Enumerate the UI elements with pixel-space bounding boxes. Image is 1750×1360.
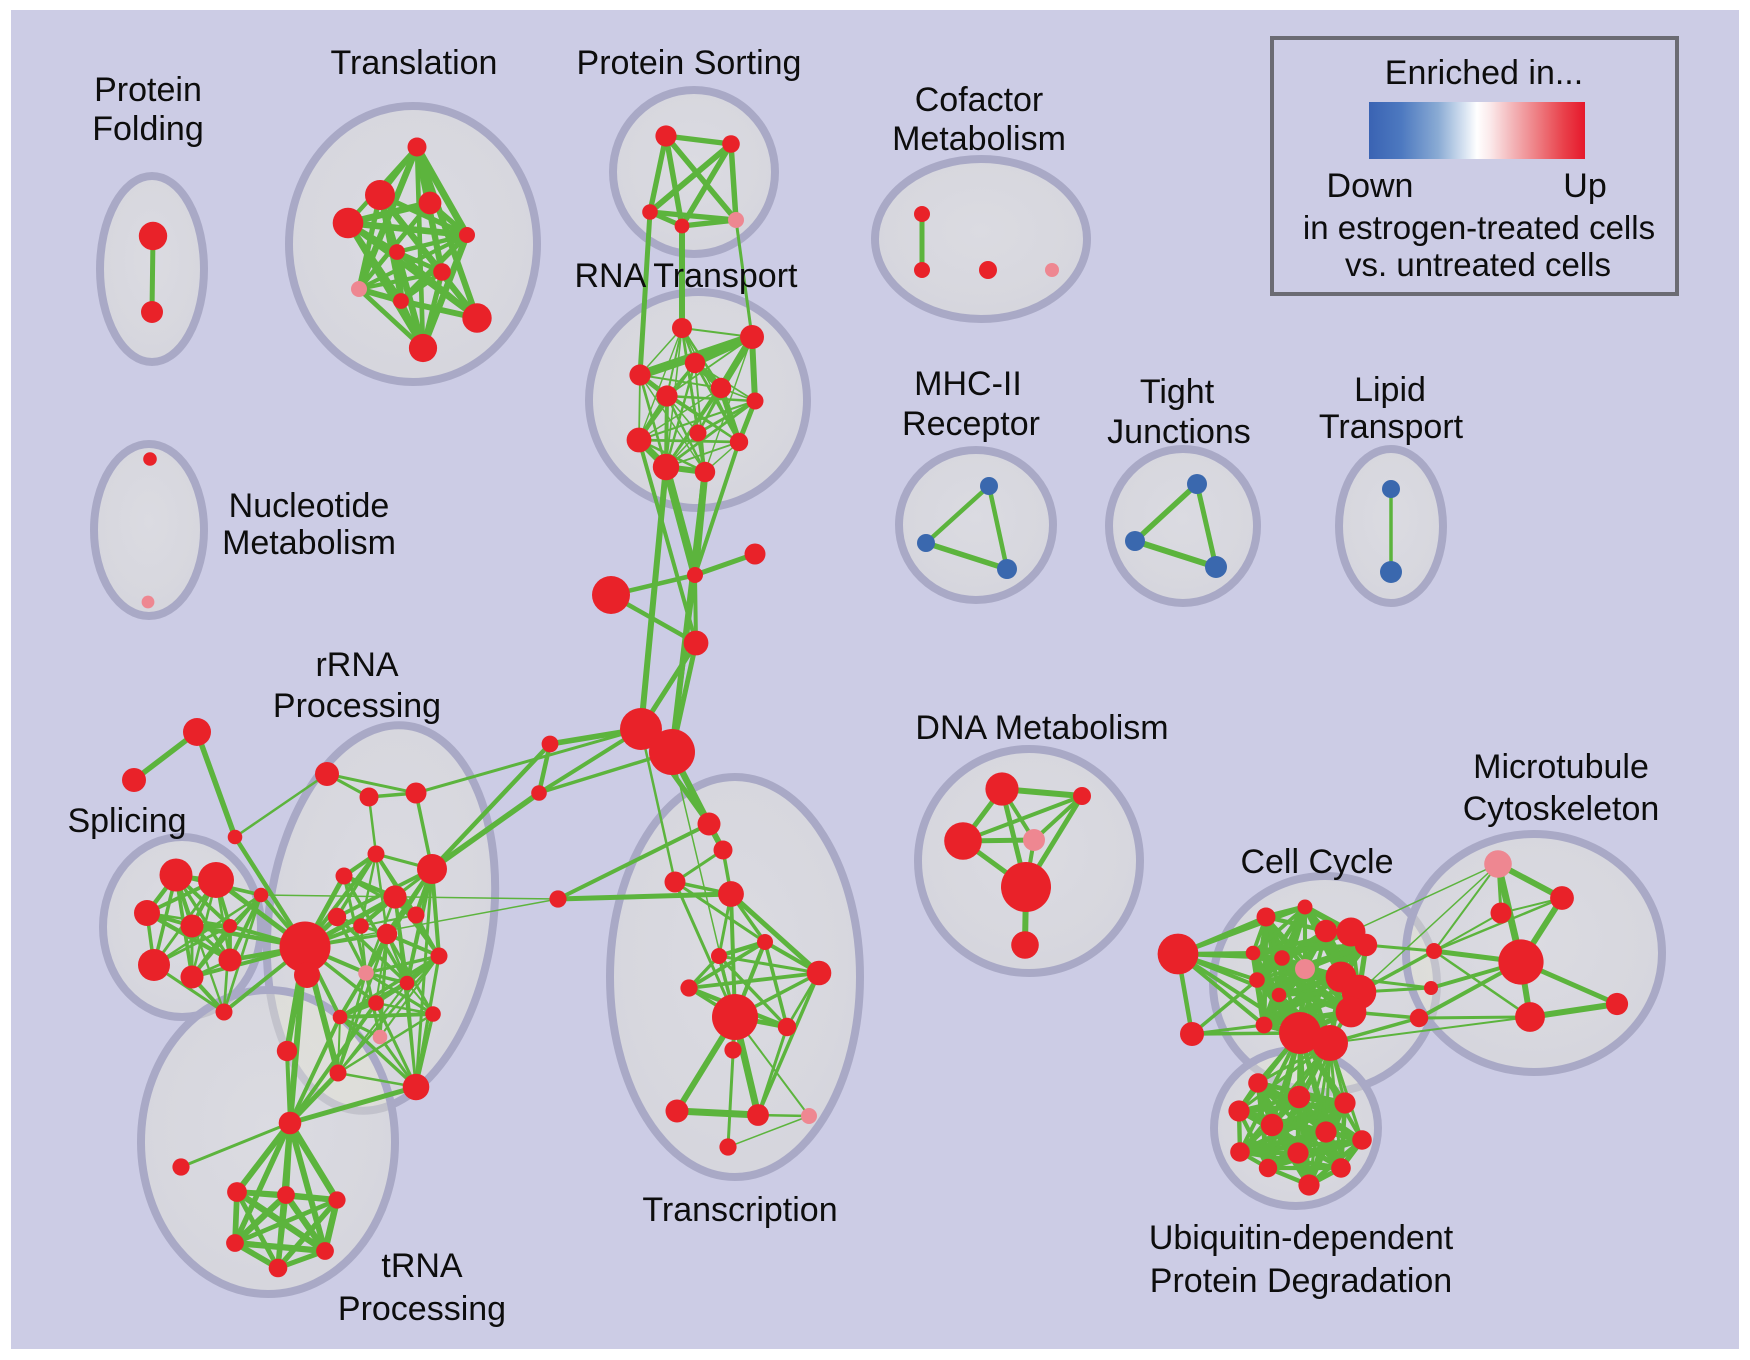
svg-text:Lipid: Lipid <box>1354 371 1426 409</box>
svg-text:Ubiquitin-dependent: Ubiquitin-dependent <box>1149 1219 1454 1257</box>
svg-text:Nucleotide: Nucleotide <box>229 487 390 525</box>
svg-text:MHC-II: MHC-II <box>914 365 1022 403</box>
svg-text:DNA Metabolism: DNA Metabolism <box>915 709 1168 747</box>
svg-text:Protein Sorting: Protein Sorting <box>577 44 802 82</box>
svg-text:Splicing: Splicing <box>67 802 186 840</box>
svg-text:Metabolism: Metabolism <box>892 120 1066 158</box>
svg-text:rRNA: rRNA <box>315 646 398 684</box>
svg-text:vs. untreated cells: vs. untreated cells <box>1345 246 1611 283</box>
svg-text:Transcription: Transcription <box>642 1191 837 1229</box>
svg-text:Protein: Protein <box>94 71 202 109</box>
svg-text:Cofactor: Cofactor <box>915 81 1044 119</box>
svg-text:Cytoskeleton: Cytoskeleton <box>1463 790 1660 828</box>
svg-text:Folding: Folding <box>92 110 204 148</box>
svg-text:Translation: Translation <box>331 44 498 82</box>
svg-text:Junctions: Junctions <box>1107 413 1251 451</box>
svg-text:Tight: Tight <box>1140 373 1215 411</box>
svg-text:Processing: Processing <box>273 687 441 725</box>
svg-text:in estrogen-treated cells: in estrogen-treated cells <box>1303 209 1655 246</box>
svg-text:RNA Transport: RNA Transport <box>575 257 799 295</box>
svg-text:Protein Degradation: Protein Degradation <box>1150 1262 1452 1300</box>
svg-text:Transport: Transport <box>1319 408 1464 446</box>
svg-text:Down: Down <box>1327 167 1414 205</box>
svg-text:tRNA: tRNA <box>381 1247 463 1285</box>
svg-text:Processing: Processing <box>338 1290 506 1328</box>
svg-text:Microtubule: Microtubule <box>1473 748 1649 786</box>
svg-text:Receptor: Receptor <box>902 405 1040 443</box>
svg-text:Enriched in...: Enriched in... <box>1385 54 1583 92</box>
svg-text:Metabolism: Metabolism <box>222 524 396 562</box>
svg-text:Up: Up <box>1563 167 1606 205</box>
svg-text:Cell Cycle: Cell Cycle <box>1240 843 1393 881</box>
